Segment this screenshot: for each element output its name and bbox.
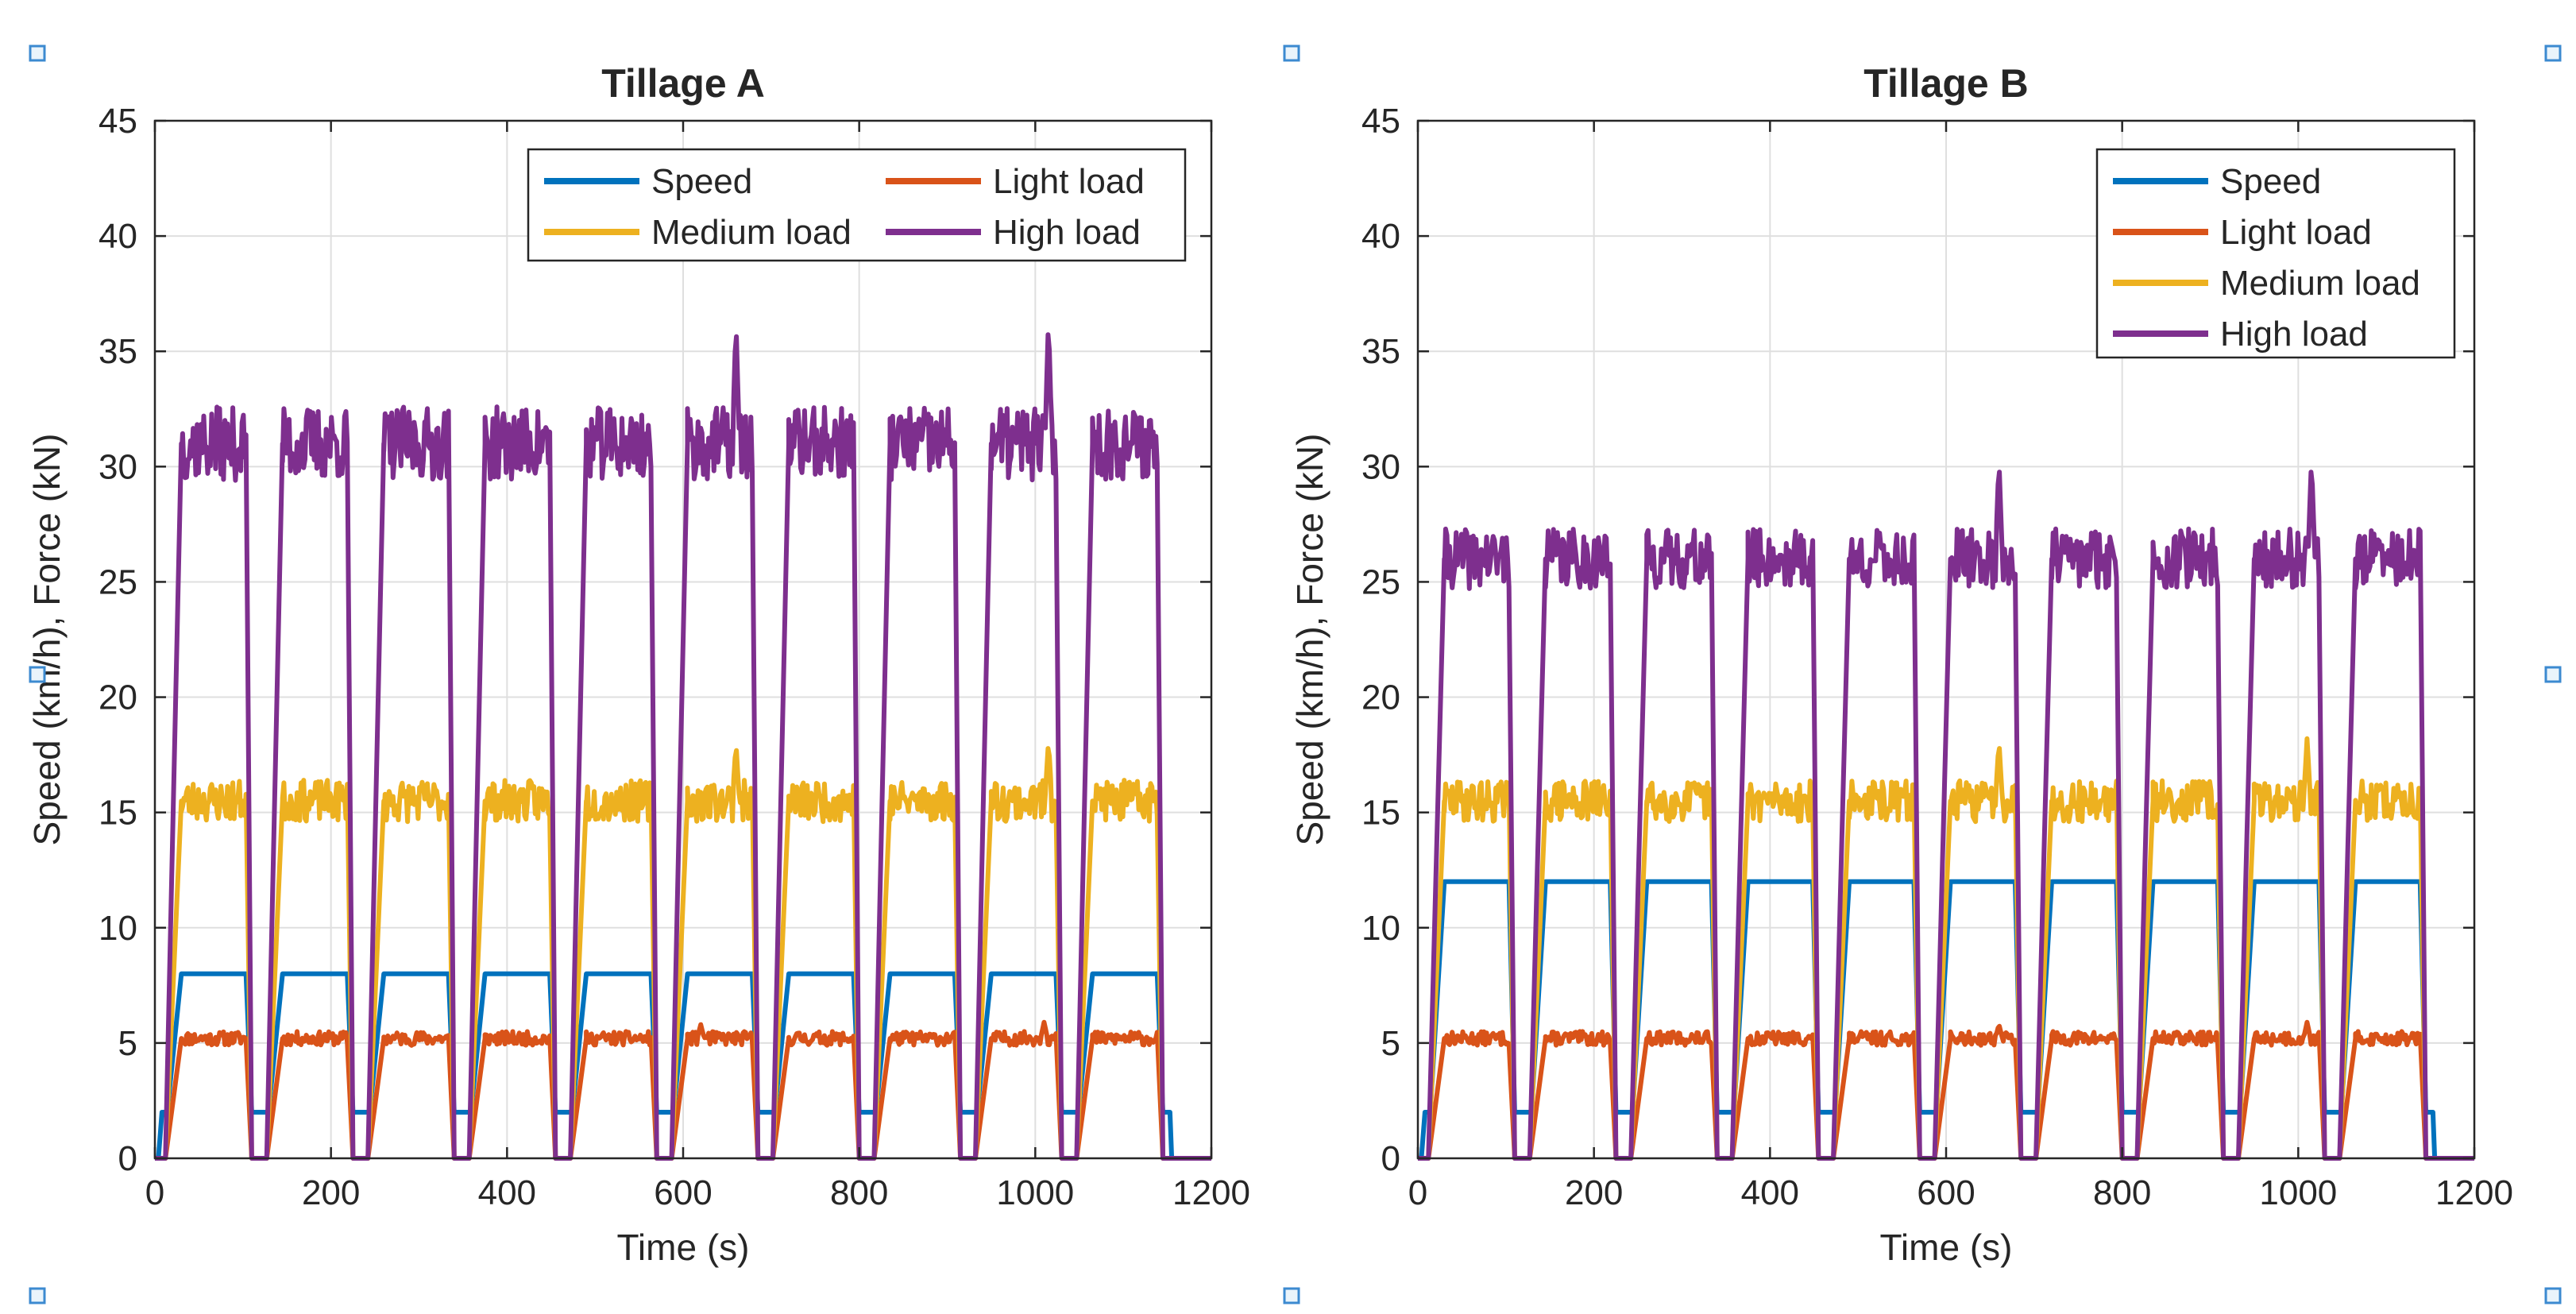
x-tick-label: 1000: [2259, 1173, 2337, 1212]
x-tick-label: 400: [1741, 1173, 1799, 1212]
selection-handles: [29, 44, 2562, 1304]
y-tick-label: 45: [98, 102, 137, 141]
y-tick-label: 10: [1361, 909, 1400, 948]
tillage-a-panel: 0 200 400 600 800 1000 1200 0 5 10 15 20 25 30 35 40 45 T…: [26, 61, 1250, 1268]
resize-handle[interactable]: [2544, 666, 2562, 683]
legend: Speed Light load Medium load High load: [527, 148, 1187, 262]
y-tick-label: 15: [1361, 794, 1400, 833]
legend: Speed Light load Medium load High load: [2095, 148, 2456, 359]
legend-label-high-load: High load: [993, 213, 1141, 252]
y-tick-label: 45: [1361, 102, 1400, 141]
x-tick-label: 1200: [2435, 1173, 2513, 1212]
resize-handle[interactable]: [2544, 44, 2562, 62]
y-axis-label: Speed (km/h), Force (kN): [1289, 434, 1330, 846]
legend-label-light-load: Light load: [993, 162, 1145, 201]
x-axis-label: Time (s): [617, 1227, 750, 1268]
y-tick-label: 30: [98, 447, 137, 486]
x-tick-label: 200: [1565, 1173, 1623, 1212]
y-tick-label: 5: [1381, 1024, 1400, 1063]
resize-handle[interactable]: [1283, 44, 1300, 62]
legend-label-medium-load: Medium load: [651, 213, 852, 252]
y-tick-label: 0: [118, 1139, 137, 1178]
chart-title: Tillage B: [1863, 61, 2028, 106]
x-tick-label: 600: [1917, 1173, 1975, 1212]
resize-handle[interactable]: [29, 1287, 46, 1304]
x-tick-label: 800: [2093, 1173, 2151, 1212]
legend-label-high-load: High load: [2220, 315, 2368, 354]
y-tick-label: 5: [118, 1024, 137, 1063]
x-axis-label: Time (s): [1880, 1227, 2013, 1268]
x-tick-label: 400: [478, 1173, 536, 1212]
y-tick-label: 25: [1361, 562, 1400, 601]
resize-handle[interactable]: [2544, 1287, 2562, 1304]
y-tick-label: 0: [1381, 1139, 1400, 1178]
x-tick-label: 800: [830, 1173, 888, 1212]
y-tick-label: 40: [1361, 217, 1400, 256]
legend-box: [527, 148, 1187, 262]
x-tick-label: 0: [145, 1173, 164, 1212]
y-tick-label: 30: [1361, 447, 1400, 486]
resize-handle[interactable]: [1283, 1287, 1300, 1304]
y-tick-label: 10: [98, 909, 137, 948]
x-tick-label: 1200: [1172, 1173, 1250, 1212]
chart-title: Tillage A: [601, 61, 765, 106]
y-tick-label: 35: [1361, 332, 1400, 371]
tillage-b-panel: 0 200 400 600 800 1000 1200 0 5 10 15 20 25 30 35 40 45 T…: [1289, 61, 2513, 1268]
x-tick-label: 1000: [996, 1173, 1074, 1212]
y-tick-label: 40: [98, 217, 137, 256]
y-tick-label: 15: [98, 794, 137, 833]
y-tick-label: 20: [1361, 678, 1400, 717]
resize-handle[interactable]: [29, 666, 46, 683]
x-tick-label: 600: [654, 1173, 712, 1212]
y-axis-label: Speed (km/h), Force (kN): [26, 434, 68, 846]
y-tick-label: 20: [98, 678, 137, 717]
legend-label-speed: Speed: [2220, 162, 2321, 201]
y-tick-label: 35: [98, 332, 137, 371]
legend-label-medium-load: Medium load: [2220, 264, 2420, 303]
x-tick-label: 200: [302, 1173, 360, 1212]
legend-label-light-load: Light load: [2220, 213, 2372, 252]
legend-label-speed: Speed: [651, 162, 752, 201]
resize-handle[interactable]: [29, 44, 46, 62]
y-tick-label: 25: [98, 562, 137, 601]
x-tick-label: 0: [1408, 1173, 1427, 1212]
